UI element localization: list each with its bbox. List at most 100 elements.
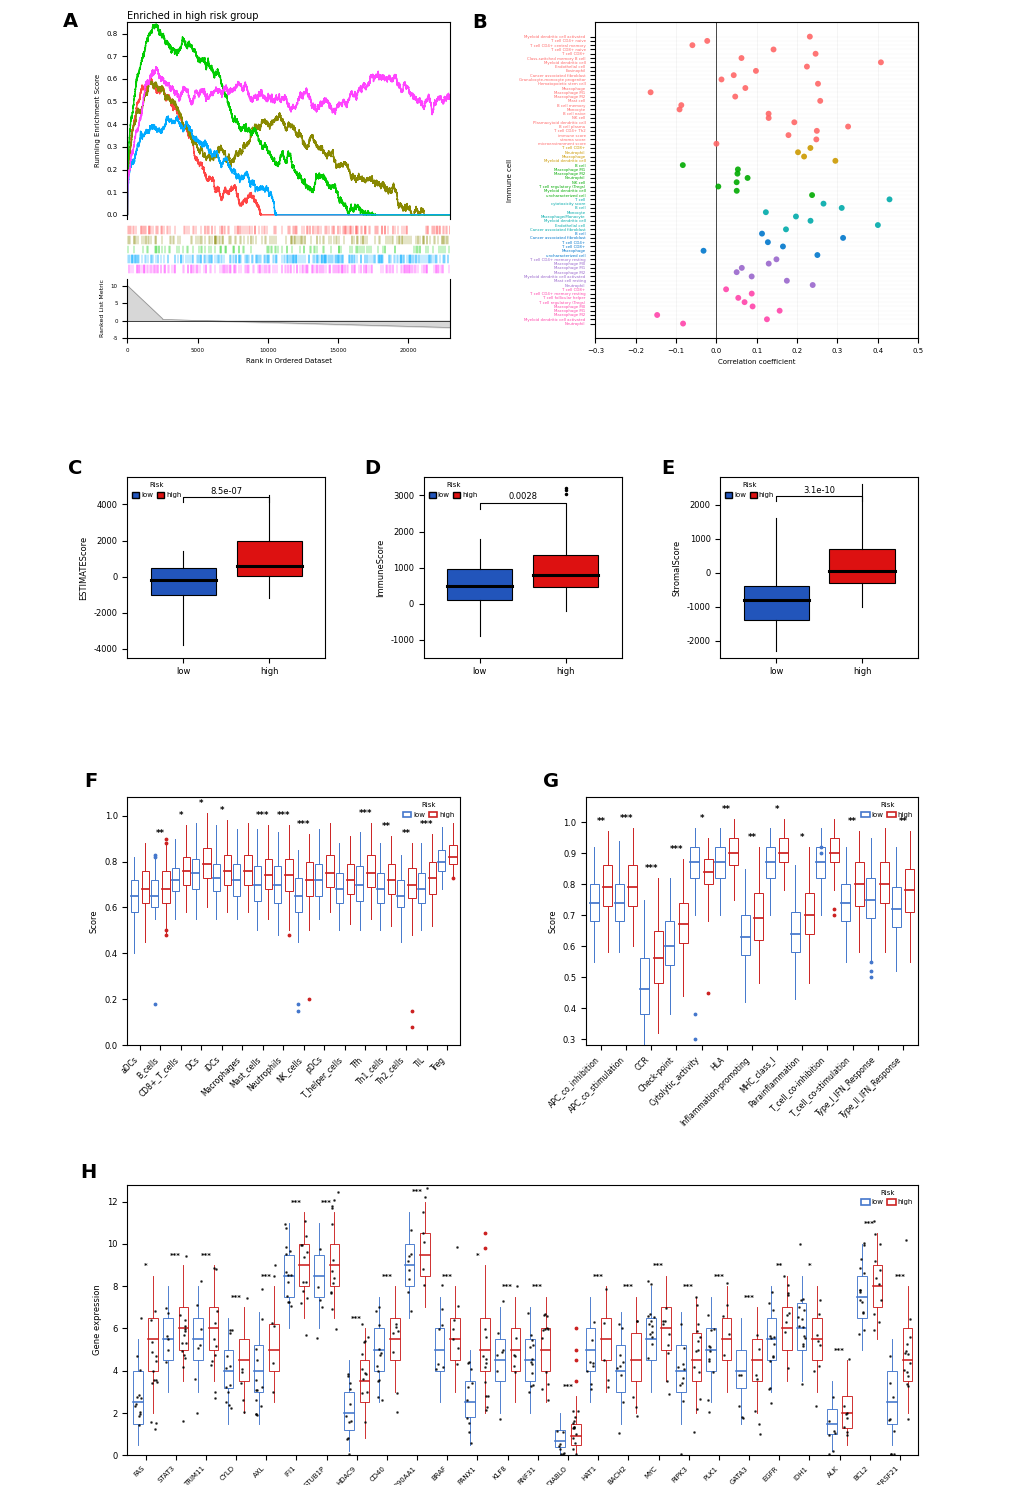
Point [808, 244, 824, 267]
Bar [356, 866, 363, 900]
Bar [865, 878, 874, 918]
Y-axis label: Ranked List Metric: Ranked List Metric [100, 279, 105, 337]
Bar [653, 931, 662, 983]
Bar [299, 1244, 309, 1286]
Text: **: ** [156, 829, 165, 838]
Bar [178, 1307, 189, 1350]
KEGG_MELANOMA [217, 83, 229, 101]
Text: ***: *** [441, 1274, 452, 1280]
Point [798, 55, 814, 79]
KEGG_MELANOMA [228, 108, 240, 126]
Bar [765, 846, 774, 878]
Text: ***: *** [321, 1200, 332, 1206]
Text: *: * [144, 1264, 148, 1270]
KEGG_MELANOMA [251, 126, 263, 144]
Text: **: ** [847, 817, 856, 827]
Bar [589, 884, 598, 921]
Bar [274, 866, 281, 903]
Bar [511, 1329, 520, 1371]
Text: **: ** [381, 823, 390, 832]
Bar [790, 912, 799, 952]
Bar [480, 1317, 489, 1371]
Line: KEGG_ECM_RECEPTOR_INTERACTION: KEGG_ECM_RECEPTOR_INTERACTION [127, 76, 449, 215]
Point [730, 287, 746, 310]
Y-axis label: Immune cell: Immune cell [506, 159, 513, 202]
Bar [465, 1381, 474, 1417]
Point [728, 171, 744, 195]
Bar [904, 869, 913, 912]
KEGG_ECM_RECEPTOR_INTERACTION [137, 77, 149, 95]
Bar [678, 903, 687, 943]
X-axis label: Correlation coefficient: Correlation coefficient [717, 359, 795, 365]
Text: ***: *** [290, 1200, 302, 1206]
Bar [269, 1325, 278, 1371]
Bar [664, 921, 674, 965]
Point [747, 59, 763, 83]
Point [729, 162, 745, 186]
Text: ***: *** [683, 1285, 694, 1290]
Bar [645, 1317, 655, 1360]
Y-axis label: Gene expression: Gene expression [93, 1285, 102, 1356]
KEGG_PATHWAYS_IN_CANCER [137, 128, 149, 146]
Text: F: F [85, 772, 98, 792]
Point [743, 264, 759, 288]
Text: *: * [807, 1264, 810, 1270]
Bar [660, 1307, 671, 1350]
Y-axis label: Score: Score [548, 909, 556, 933]
KEGG_MELANOMA [443, 206, 455, 224]
Point [786, 110, 802, 134]
KEGG_REGULATION_OF_ACTIN_CYTOSKELETON [121, 206, 133, 224]
Text: H: H [81, 1163, 96, 1182]
KEGG_ECM_RECEPTOR_INTERACTION [410, 206, 422, 224]
Bar [841, 884, 850, 921]
Bar [446, 569, 512, 600]
Text: **: ** [401, 829, 411, 838]
Bar [736, 1350, 746, 1387]
Bar [192, 860, 200, 890]
Point [753, 221, 769, 245]
Bar [494, 1339, 504, 1381]
Point [648, 303, 664, 327]
KEGG_ECM_RECEPTOR_INTERACTION [228, 177, 240, 195]
Bar [721, 1317, 731, 1360]
Text: *: * [699, 814, 703, 823]
KEGG_ECM_RECEPTOR_INTERACTION [254, 206, 266, 224]
Point [802, 209, 818, 233]
X-axis label: Rank in Ordered Dataset: Rank in Ordered Dataset [246, 358, 331, 364]
Bar [360, 1360, 369, 1402]
Point [767, 248, 784, 272]
Bar [782, 1307, 791, 1350]
Bar [602, 866, 611, 906]
KEGG_ECM_RECEPTOR_INTERACTION [251, 195, 263, 212]
Bar [779, 838, 788, 863]
Bar [585, 1329, 595, 1371]
Point [727, 85, 743, 108]
Point [728, 260, 744, 284]
Point [780, 123, 796, 147]
Text: ***: *** [351, 1316, 362, 1322]
Point [804, 273, 820, 297]
Bar [525, 1339, 534, 1381]
Bar [571, 1424, 580, 1445]
Point [770, 298, 787, 322]
Bar [703, 860, 712, 884]
Bar [615, 1345, 625, 1391]
KEGG_ECM_RECEPTOR_INTERACTION [443, 206, 455, 224]
Bar [639, 958, 648, 1014]
Text: ***: *** [170, 1253, 181, 1259]
Point [803, 183, 819, 206]
Point [777, 269, 794, 293]
Point [826, 148, 843, 172]
Bar [751, 1339, 761, 1381]
Point [760, 102, 776, 126]
Y-axis label: StromalScore: StromalScore [672, 539, 681, 595]
Point [743, 282, 759, 306]
Legend: low, high: low, high [859, 1188, 914, 1207]
KEGG_PATHWAYS_IN_CANCER [269, 206, 281, 224]
Point [869, 214, 886, 238]
Bar [828, 549, 894, 584]
Bar [182, 857, 190, 885]
Point [737, 76, 753, 99]
Text: ***: *** [669, 845, 683, 854]
Text: ***: *** [644, 864, 657, 873]
